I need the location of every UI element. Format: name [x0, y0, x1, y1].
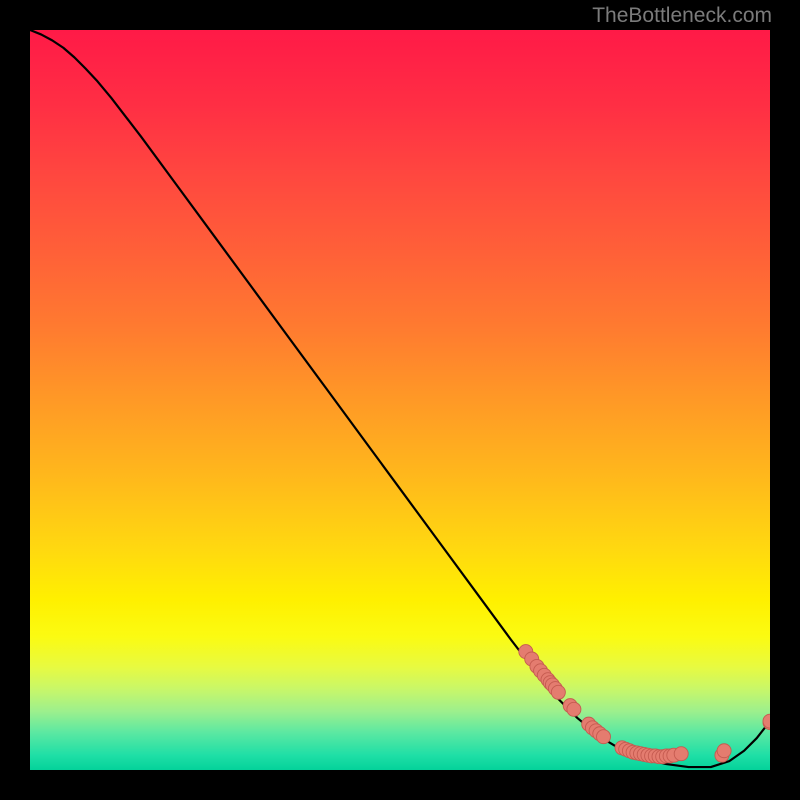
chart-svg [30, 30, 770, 770]
marker-dot [674, 747, 688, 761]
gradient-background [30, 30, 770, 770]
marker-dot [717, 744, 731, 758]
watermark-text: TheBottleneck.com [592, 4, 772, 28]
plot-area [30, 30, 770, 770]
marker-dot [551, 685, 565, 699]
marker-dot [567, 702, 581, 716]
marker-dot [597, 730, 611, 744]
stage: TheBottleneck.com [0, 0, 800, 800]
